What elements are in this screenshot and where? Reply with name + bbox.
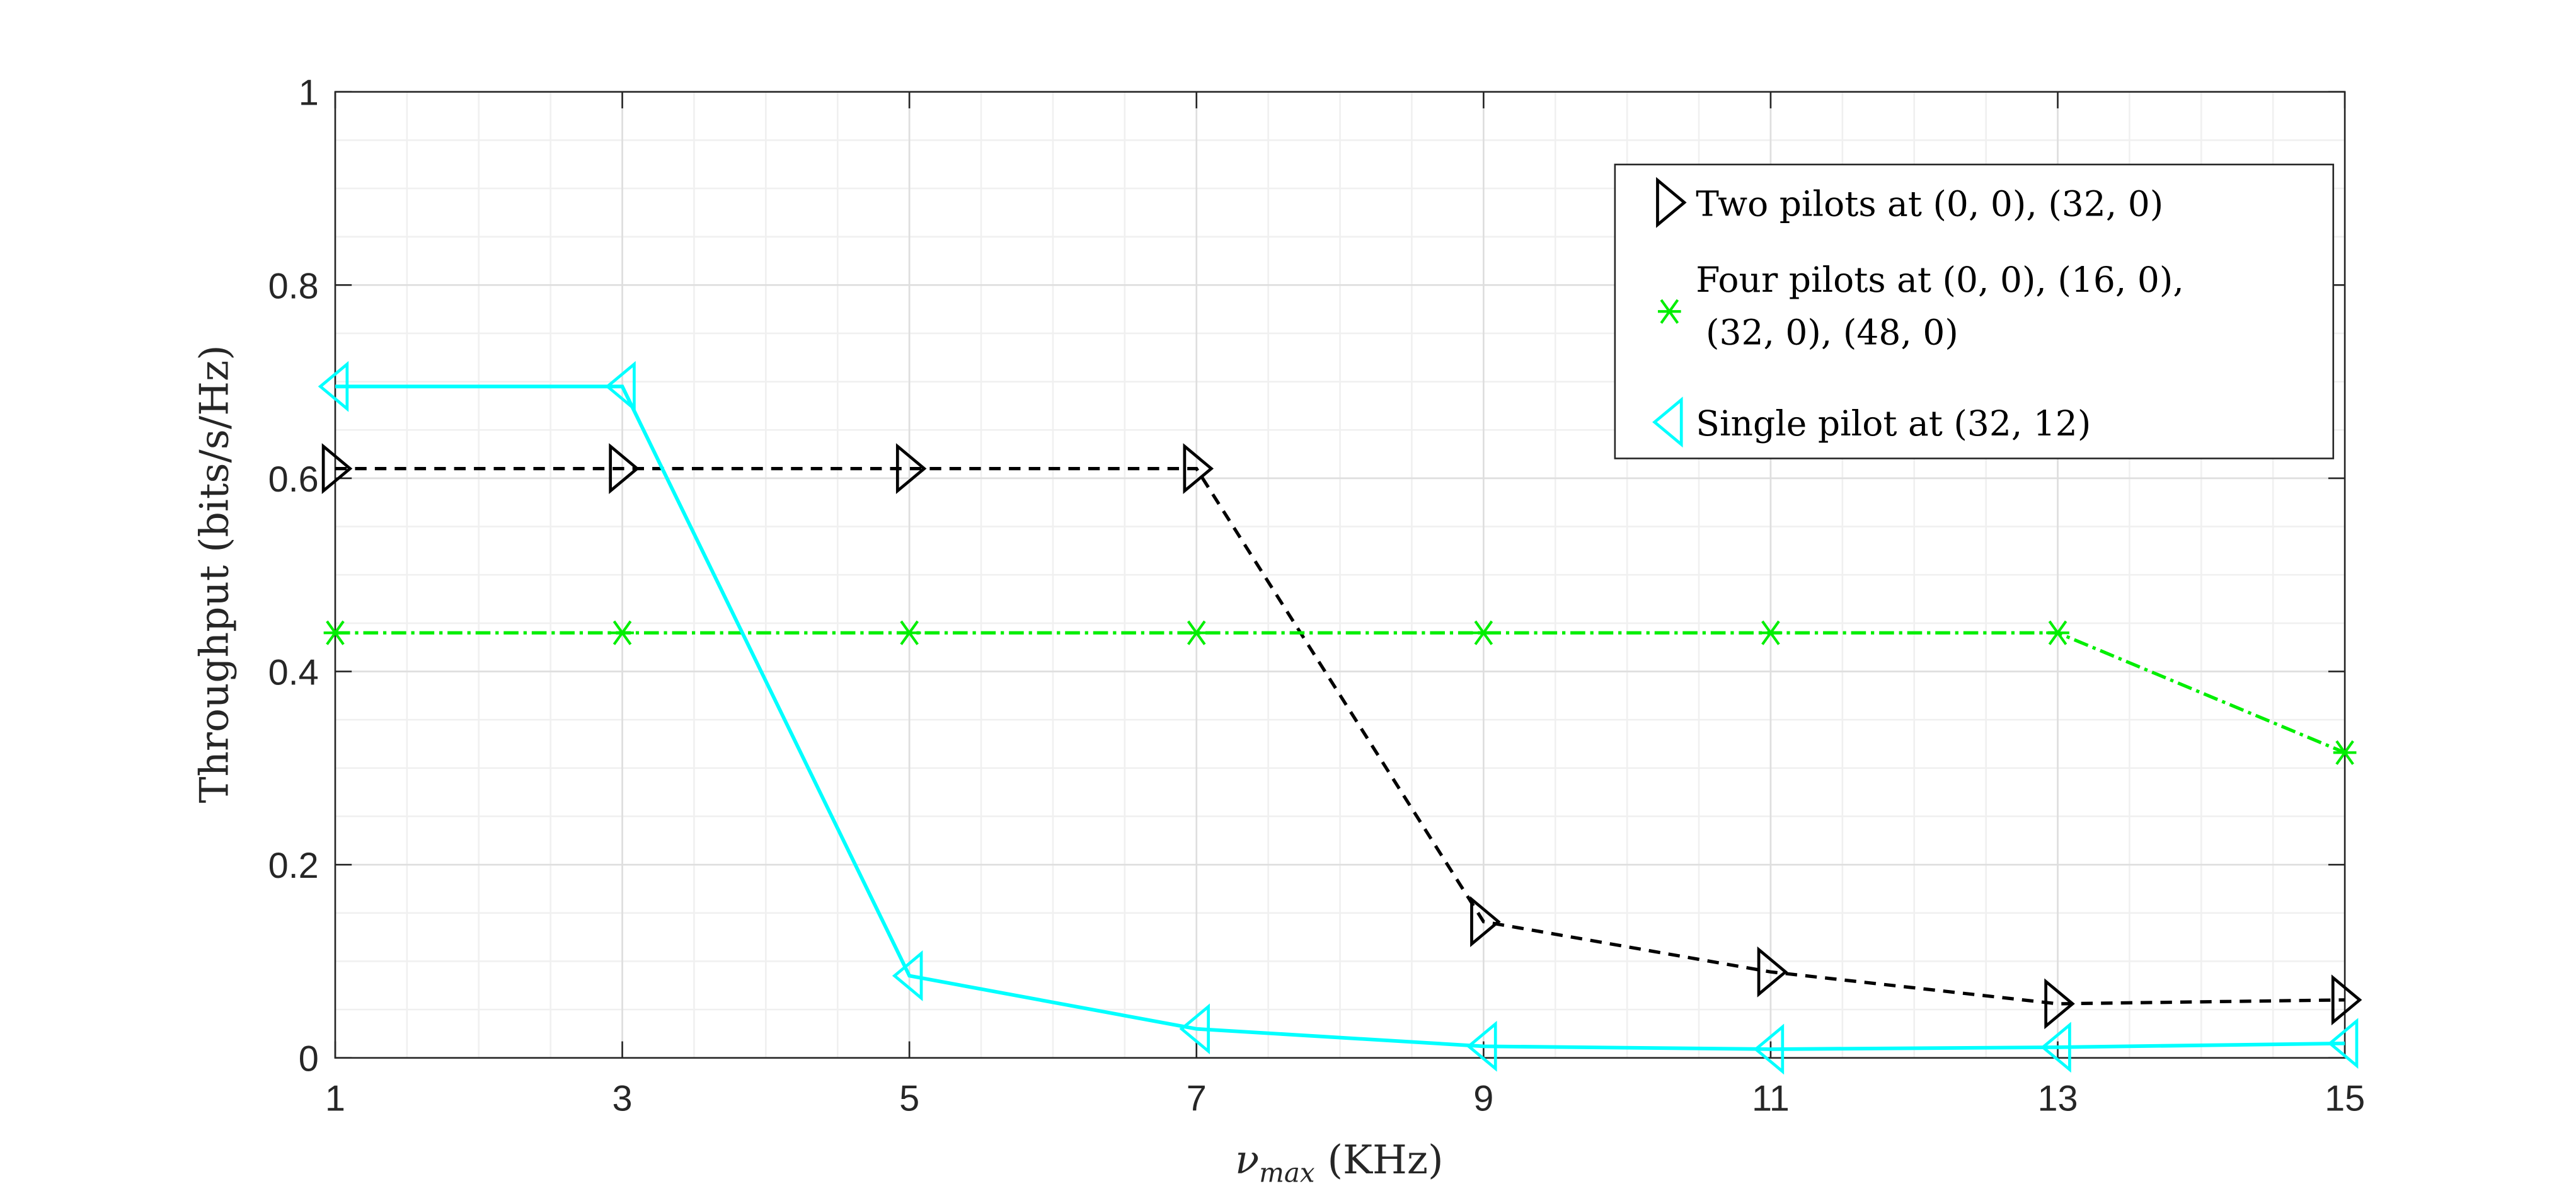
legend-entry-0: Two pilots at (0, 0), (32, 0) [1656, 176, 2163, 228]
x-tick-label: 9 [1473, 1079, 1493, 1119]
asterisk-stroke [2048, 620, 2067, 645]
triangle-right-marker [2331, 974, 2362, 1026]
legend-box [1614, 163, 2335, 459]
asterisk-marker [323, 620, 347, 645]
y-tick-label: 0.4 [268, 653, 319, 693]
y-tick-label: 0 [299, 1039, 319, 1079]
asterisk-marker [1185, 620, 1209, 645]
series-line [335, 466, 2345, 1006]
asterisk-stroke [2335, 740, 2354, 765]
asterisk-marker [1759, 620, 1783, 645]
legend-label: Two pilots at (0, 0), (32, 0) [1696, 183, 2163, 224]
asterisk-marker [611, 620, 634, 645]
x-tick-label: 15 [2325, 1079, 2365, 1119]
series-2 [318, 360, 2359, 1075]
triangle-left-marker [2327, 1018, 2359, 1069]
x-tick-label: 3 [612, 1079, 633, 1119]
y-tick-label: 0.2 [268, 846, 319, 886]
x-tick-label: 7 [1187, 1079, 1207, 1119]
legend-label: Four pilots at (0, 0), (16, 0), [1696, 260, 2184, 300]
triangle-left-marker [1179, 1003, 1210, 1055]
triangle-right-marker [321, 443, 353, 495]
asterisk-marker [897, 620, 921, 645]
legend-entry-1: Four pilots at (0, 0), (16, 0), (32, 0), … [1657, 260, 2184, 353]
asterisk-stroke [900, 620, 919, 645]
x-label-subscript: max [1259, 1157, 1315, 1188]
asterisk-stroke [1761, 620, 1780, 645]
legend-label: Single pilot at (32, 12) [1696, 403, 2091, 444]
x-tick-label: 11 [1752, 1079, 1790, 1119]
asterisk-stroke [1187, 620, 1206, 645]
series-group [318, 360, 2362, 1075]
series-line [335, 384, 2345, 1051]
triangle-right-marker [1183, 443, 1214, 495]
triangle-left-marker [318, 360, 349, 412]
triangle-left-marker [1753, 1023, 1785, 1075]
x-tick-label: 5 [899, 1079, 919, 1119]
triangle-left-marker [892, 950, 923, 1001]
asterisk-stroke [1474, 620, 1493, 645]
triangle-right-marker [1470, 896, 1501, 948]
y-tick-label: 1 [299, 73, 319, 113]
asterisk-marker [1657, 299, 1681, 324]
triangle-left-marker [1652, 396, 1683, 448]
series-1 [323, 620, 2357, 765]
y-tick-label: 0.8 [268, 266, 319, 306]
asterisk-marker [2333, 740, 2357, 765]
legend-entry-2: Single pilot at (32, 12) [1652, 396, 2091, 448]
x-label-unit: (KHz) [1315, 1137, 1444, 1183]
asterisk-stroke [326, 620, 345, 645]
triangle-right-marker [2044, 978, 2075, 1030]
asterisk-marker [2046, 620, 2069, 645]
series-0 [321, 443, 2362, 1030]
asterisk-marker [1472, 620, 1495, 645]
triangle-left-marker [1466, 1020, 1497, 1072]
triangle-right-marker [895, 443, 927, 495]
triangle-right-marker [1757, 946, 1788, 998]
triangle-right-marker [1656, 176, 1687, 228]
asterisk-stroke [612, 620, 632, 645]
plot-area-border [334, 91, 2346, 1059]
series-line [335, 631, 2346, 754]
legend-label: (32, 0), (48, 0) [1706, 313, 1958, 353]
triangle-left-marker [605, 360, 636, 412]
x-label-symbol: ν [1235, 1137, 1259, 1183]
x-tick-label: 13 [2037, 1079, 2078, 1119]
x-tick-label: 1 [325, 1079, 345, 1119]
x-axis-label: νmax (KHz) [1235, 1137, 1444, 1188]
asterisk-stroke [1660, 299, 1679, 324]
y-tick-label: 0.6 [268, 459, 319, 500]
triangle-left-marker [2040, 1021, 2071, 1073]
legend: Two pilots at (0, 0), (32, 0) Four pilots… [1614, 163, 2335, 459]
y-axis-label: Throughput (bits/s/Hz) [192, 345, 238, 803]
triangle-right-marker [609, 443, 640, 495]
